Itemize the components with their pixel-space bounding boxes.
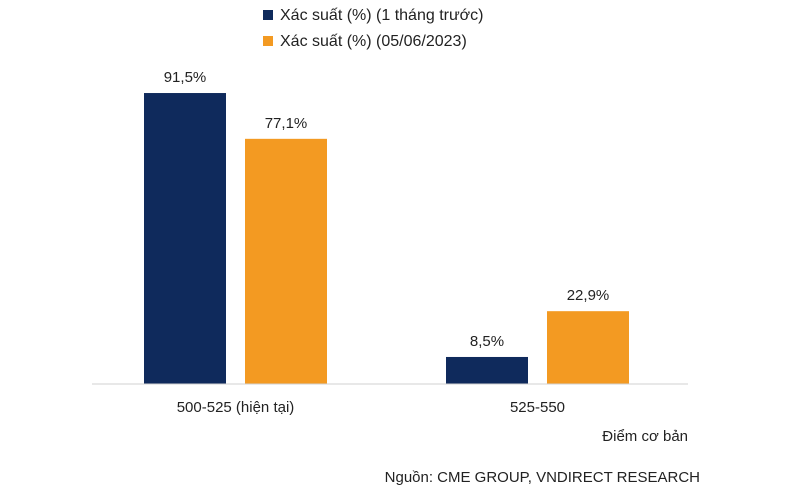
legend-label: Xác suất (%) (1 tháng trước) bbox=[280, 7, 484, 24]
legend-label: Xác suất (%) (05/06/2023) bbox=[280, 33, 467, 50]
source-note: Nguồn: CME GROUP, VNDIRECT RESEARCH bbox=[385, 469, 700, 486]
data-label: 8,5% bbox=[470, 333, 504, 350]
legend-swatch bbox=[263, 10, 273, 20]
category-label: 525-550 bbox=[510, 399, 565, 416]
x-axis-title: Điểm cơ bản bbox=[602, 428, 688, 445]
data-label: 77,1% bbox=[265, 115, 308, 132]
legend-swatch bbox=[263, 36, 273, 46]
data-labels-group: 91,5% 8,5% 77,1% 22,9% bbox=[164, 69, 610, 350]
data-label: 22,9% bbox=[567, 287, 610, 304]
bar-one-month-ago-2 bbox=[446, 356, 528, 384]
bar-current-2 bbox=[547, 311, 629, 384]
bar-one-month-ago-1 bbox=[144, 93, 226, 384]
bars-group bbox=[144, 93, 629, 384]
category-label: 500-525 (hiện tại) bbox=[177, 399, 295, 416]
legend: Xác suất (%) (1 tháng trước) Xác suất (%)… bbox=[263, 7, 484, 50]
category-labels-group: 500-525 (hiện tại) 525-550 bbox=[177, 399, 565, 416]
data-label: 91,5% bbox=[164, 69, 207, 86]
bar-current-1 bbox=[245, 138, 327, 384]
